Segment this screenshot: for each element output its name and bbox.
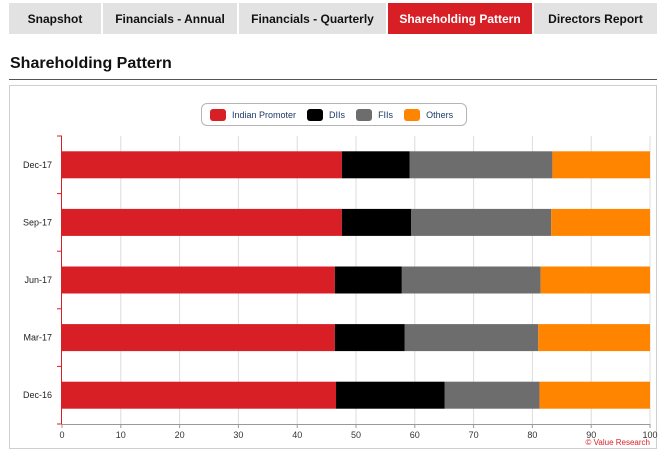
x-tick-label: 30 [233, 430, 243, 440]
bar-segment [444, 381, 540, 409]
page-title: Shareholding Pattern [10, 55, 172, 72]
x-tick-label: 40 [292, 430, 302, 440]
y-tick-label: Dec-16 [23, 390, 52, 400]
legend-swatch [307, 108, 324, 121]
bar-segment [62, 381, 337, 409]
bar-segment [538, 324, 650, 352]
legend-label: Indian Promoter [232, 109, 297, 120]
tab-financials-quarterly[interactable]: Financials - Quarterly [239, 3, 388, 34]
bar-segment [411, 208, 552, 236]
y-tick-label: Sep-17 [23, 217, 52, 227]
y-tick-label: Mar-17 [23, 333, 52, 343]
bar-segment [341, 208, 412, 236]
tab-financials-annual[interactable]: Financials - Annual [103, 3, 239, 34]
legend-label: Others [426, 109, 454, 120]
bar-segment [540, 266, 650, 294]
x-tick-label: 70 [469, 430, 479, 440]
bar-segment [401, 266, 541, 294]
bar-segment [552, 151, 650, 179]
title-divider [9, 79, 657, 80]
tab-bar: Snapshot Financials - Annual Financials … [9, 3, 657, 34]
legend-item-fiis[interactable]: FIIs [356, 108, 394, 121]
x-tick-label: 20 [175, 430, 185, 440]
tab-shareholding-pattern[interactable]: Shareholding Pattern [388, 3, 534, 34]
bar-segment [62, 208, 342, 236]
credit-label: © Value Research [585, 438, 650, 447]
bar-segment [336, 381, 445, 409]
bar-segment [334, 266, 402, 294]
legend-label: FIIs [378, 109, 394, 120]
legend-swatch [356, 108, 373, 121]
x-tick-label: 90 [586, 430, 596, 440]
y-tick-label: Dec-17 [23, 160, 52, 170]
x-tick-label: 0 [59, 430, 64, 440]
bar-segment [62, 151, 342, 179]
bar-segment [334, 324, 405, 352]
bar-segment [341, 151, 410, 179]
x-tick-label: 50 [351, 430, 361, 440]
x-tick-label: 10 [116, 430, 126, 440]
bar-segment [409, 151, 553, 179]
bar-segment [404, 324, 539, 352]
x-tick-label: 60 [410, 430, 420, 440]
tab-directors-report[interactable]: Directors Report [534, 3, 657, 34]
bar-segment [551, 208, 650, 236]
x-tick-label: 80 [527, 430, 537, 440]
legend-item-others[interactable]: Others [404, 108, 454, 121]
bar-segment [62, 324, 335, 352]
x-tick-label: 100 [642, 430, 657, 440]
legend-label: DIIs [329, 109, 346, 120]
legend-swatch [404, 108, 421, 121]
chart-legend: Indian Promoter DIIs FIIs Others [201, 103, 467, 126]
tab-snapshot[interactable]: Snapshot [9, 3, 103, 34]
bar-segment [539, 381, 650, 409]
bar-segment [62, 266, 335, 294]
legend-item-diis[interactable]: DIIs [307, 108, 346, 121]
y-tick-label: Jun-17 [24, 275, 52, 285]
legend-swatch [210, 108, 226, 121]
legend-item-indian-promoter[interactable]: Indian Promoter [210, 108, 297, 121]
